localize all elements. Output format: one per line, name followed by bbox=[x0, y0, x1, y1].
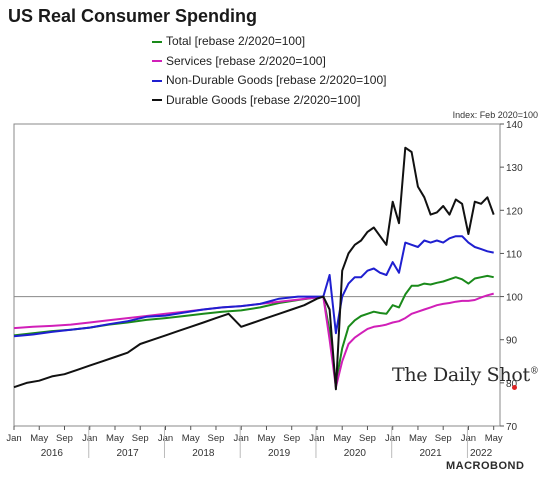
y-tick-label: 100 bbox=[506, 293, 523, 304]
x-year-label: 2018 bbox=[192, 448, 215, 459]
x-tick-label: Sep bbox=[359, 433, 376, 444]
y-axis: 70 80 90 100 110 120 130 140 bbox=[500, 120, 523, 433]
watermark: The Daily Shot® bbox=[392, 364, 539, 386]
legend-swatch-services bbox=[152, 60, 162, 63]
x-tick-label: Jan bbox=[309, 433, 324, 444]
x-tick-label: Jan bbox=[158, 433, 173, 444]
y-tick-label: 80 bbox=[506, 379, 518, 390]
legend-item-services: Services [rebase 2/2020=100] bbox=[152, 52, 386, 72]
x-year-label: 2016 bbox=[41, 448, 64, 459]
chart-title: US Real Consumer Spending bbox=[8, 6, 258, 26]
legend-label-non-durable: Non-Durable Goods [rebase 2/2020=100] bbox=[166, 73, 387, 87]
watermark-mark: ® bbox=[529, 366, 539, 377]
x-year-label: 2017 bbox=[116, 448, 139, 459]
legend-label-durable: Durable Goods [rebase 2/2020=100] bbox=[166, 92, 361, 107]
brand-logo: MACROBOND bbox=[446, 460, 525, 472]
legend-item-total: Total [rebase 2/2020=100] bbox=[152, 32, 386, 52]
x-tick-label: May bbox=[257, 433, 275, 444]
series-line-durable bbox=[13, 146, 495, 391]
x-tick-label: Sep bbox=[283, 433, 300, 444]
legend-item-durable: Durable Goods [rebase 2/2020=100] bbox=[152, 91, 386, 111]
x-tick-label: May bbox=[333, 433, 351, 444]
x-year-label: 2022 bbox=[470, 448, 493, 459]
x-tick-label: Jan bbox=[6, 433, 21, 444]
series-line-services bbox=[13, 292, 494, 389]
series-line-total bbox=[13, 274, 494, 384]
series-lines bbox=[13, 146, 495, 391]
y-tick-label: 70 bbox=[506, 422, 518, 433]
x-tick-label: May bbox=[30, 433, 48, 444]
watermark-text: The Daily Shot bbox=[392, 364, 530, 386]
y-tick-label: 120 bbox=[506, 206, 523, 217]
legend-label-total: Total [rebase 2/2020=100] bbox=[166, 34, 306, 48]
x-axis: Jan May Sep Jan May Sep Jan May Sep Jan May Sep Jan M… bbox=[6, 426, 503, 459]
legend-item-non-durable: Non-Durable Goods [rebase 2/2020=100] bbox=[152, 71, 386, 91]
x-tick-label: Sep bbox=[435, 433, 452, 444]
watermark-dot bbox=[512, 385, 517, 390]
x-tick-label: Jan bbox=[385, 433, 400, 444]
index-note: Index: Feb 2020=100 bbox=[452, 110, 538, 120]
chart-legend: Total [rebase 2/2020=100] Services [reba… bbox=[152, 32, 386, 110]
plot-frame bbox=[13, 123, 501, 427]
y-tick-label: 140 bbox=[506, 120, 523, 131]
x-year-label: 2019 bbox=[268, 448, 291, 459]
x-tick-label: Sep bbox=[208, 433, 225, 444]
legend-swatch-durable bbox=[152, 99, 162, 102]
x-tick-label: Jan bbox=[461, 433, 476, 444]
x-tick-label: Jan bbox=[82, 433, 97, 444]
y-tick-label: 130 bbox=[506, 163, 523, 174]
legend-swatch-total bbox=[152, 40, 162, 43]
legend-label-services: Services [rebase 2/2020=100] bbox=[166, 53, 326, 68]
x-tick-label: Sep bbox=[56, 433, 73, 444]
x-tick-label: May bbox=[182, 433, 200, 444]
x-tick-label: Sep bbox=[132, 433, 149, 444]
x-tick-label: May bbox=[409, 433, 427, 444]
plot-border bbox=[13, 123, 501, 427]
x-tick-label: Jan bbox=[234, 433, 249, 444]
x-year-label: 2020 bbox=[344, 448, 367, 459]
x-tick-label: May bbox=[106, 433, 124, 444]
series-line-non-durable bbox=[13, 235, 494, 338]
y-tick-label: 110 bbox=[506, 249, 522, 260]
y-tick-label: 90 bbox=[506, 336, 518, 347]
legend-swatch-non-durable bbox=[152, 79, 162, 82]
x-year-label: 2021 bbox=[419, 448, 442, 459]
x-tick-label: May bbox=[485, 433, 503, 444]
